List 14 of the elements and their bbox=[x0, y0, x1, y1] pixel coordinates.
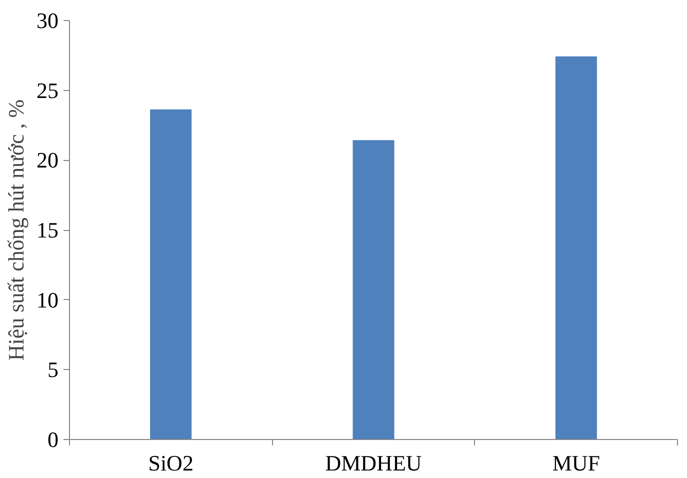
y-axis-title: Hiệu suất chống hút nước , % bbox=[4, 99, 28, 361]
y-tick-label: 10 bbox=[36, 287, 58, 312]
x-tick-label: MUF bbox=[552, 450, 600, 476]
y-tick-label: 20 bbox=[36, 148, 58, 173]
x-tick-label: DMDHEU bbox=[325, 450, 422, 476]
y-tick-label: 0 bbox=[48, 427, 58, 452]
y-tick-label: 15 bbox=[36, 218, 58, 242]
bar bbox=[150, 109, 192, 440]
y-tick-label: 25 bbox=[36, 78, 58, 103]
y-tick-label: 5 bbox=[48, 357, 58, 382]
bar bbox=[352, 140, 394, 440]
y-tick-label: 30 bbox=[36, 8, 58, 33]
bar bbox=[555, 56, 597, 440]
x-tick-label: SiO2 bbox=[148, 450, 194, 476]
